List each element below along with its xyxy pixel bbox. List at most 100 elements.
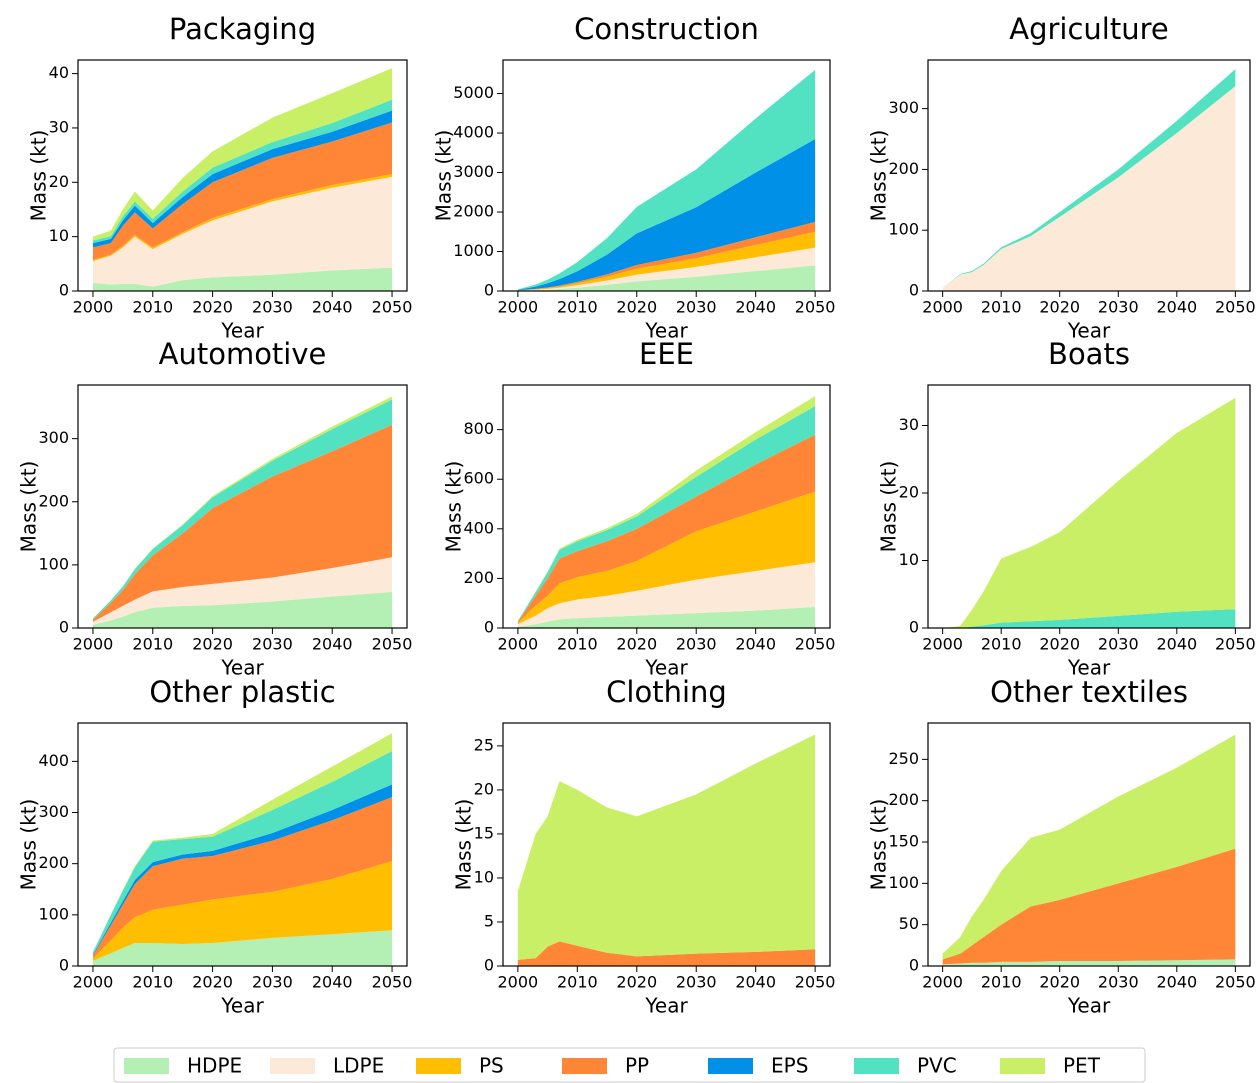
x-axis-label: Year bbox=[1067, 319, 1111, 343]
area bbox=[92, 592, 393, 628]
x-tick-label: 2020 bbox=[1039, 635, 1080, 654]
y-tick-label: 200 bbox=[888, 159, 919, 178]
x-axis-label: Year bbox=[1067, 994, 1111, 1018]
y-tick-label: 25 bbox=[474, 735, 494, 754]
area bbox=[92, 751, 393, 955]
x-tick-label: 2050 bbox=[795, 298, 836, 317]
legend-swatch bbox=[854, 1058, 899, 1074]
x-tick-label: 2000 bbox=[73, 973, 114, 992]
x-tick-label: 2050 bbox=[1215, 635, 1256, 654]
x-tick-label: 2030 bbox=[1098, 635, 1139, 654]
x-axis-label: Year bbox=[220, 656, 264, 680]
area bbox=[92, 99, 393, 244]
y-tick-label: 250 bbox=[888, 749, 919, 768]
y-tick-label: 400 bbox=[38, 751, 69, 770]
x-tick-label: 2010 bbox=[981, 635, 1022, 654]
plot-frame bbox=[77, 384, 408, 629]
x-tick-label: 2040 bbox=[735, 973, 776, 992]
x-tick-label: 2030 bbox=[676, 298, 717, 317]
x-tick-label: 2040 bbox=[312, 298, 353, 317]
x-tick-label: 2010 bbox=[557, 973, 598, 992]
x-axis-label: Year bbox=[220, 319, 264, 343]
area bbox=[92, 424, 393, 622]
area bbox=[92, 176, 393, 287]
y-tick-label: 4000 bbox=[453, 123, 494, 142]
x-tick-label: 2030 bbox=[252, 298, 293, 317]
plot-frame bbox=[927, 59, 1251, 292]
y-axis-label: Mass (kt) bbox=[452, 799, 476, 891]
x-axis-label: Year bbox=[1067, 656, 1111, 680]
x-tick-label: 2000 bbox=[73, 298, 114, 317]
legend-label: PET bbox=[1063, 1054, 1101, 1078]
area bbox=[92, 733, 393, 953]
area bbox=[517, 434, 816, 624]
x-tick-label: 2010 bbox=[981, 298, 1022, 317]
y-axis-label: Mass (kt) bbox=[877, 461, 901, 553]
x-tick-label: 2050 bbox=[1215, 973, 1256, 992]
x-tick-label: 2020 bbox=[616, 635, 657, 654]
y-tick-label: 400 bbox=[463, 518, 494, 537]
x-tick-label: 2000 bbox=[922, 973, 963, 992]
x-tick-label: 2000 bbox=[498, 635, 539, 654]
area bbox=[517, 606, 816, 628]
legend-swatch bbox=[270, 1058, 315, 1074]
x-tick-label: 2040 bbox=[735, 298, 776, 317]
y-tick-label: 100 bbox=[888, 220, 919, 239]
y-tick-label: 2000 bbox=[453, 202, 494, 221]
y-tick-label: 10 bbox=[474, 867, 494, 886]
area bbox=[517, 247, 816, 291]
y-tick-label: 200 bbox=[463, 568, 494, 587]
x-tick-label: 2010 bbox=[981, 973, 1022, 992]
area bbox=[92, 557, 393, 625]
plot-frame bbox=[927, 722, 1251, 967]
area bbox=[517, 396, 816, 622]
x-axis-label: Year bbox=[644, 656, 688, 680]
x-tick-label: 2040 bbox=[312, 973, 353, 992]
y-tick-label: 200 bbox=[888, 790, 919, 809]
y-tick-label: 0 bbox=[484, 618, 494, 637]
x-tick-label: 2010 bbox=[132, 973, 173, 992]
x-tick-label: 2000 bbox=[73, 635, 114, 654]
x-tick-label: 2040 bbox=[1156, 298, 1197, 317]
x-tick-label: 2030 bbox=[1098, 298, 1139, 317]
area bbox=[517, 734, 816, 960]
area bbox=[942, 848, 1236, 965]
chart-title: Other textiles bbox=[990, 675, 1188, 709]
area bbox=[942, 959, 1236, 966]
y-tick-label: 0 bbox=[484, 281, 494, 300]
x-tick-label: 2050 bbox=[372, 298, 413, 317]
legend-label: PS bbox=[479, 1054, 504, 1078]
y-tick-label: 30 bbox=[899, 415, 919, 434]
x-tick-label: 2050 bbox=[372, 635, 413, 654]
area bbox=[517, 138, 816, 291]
area bbox=[92, 399, 393, 620]
y-tick-label: 5 bbox=[484, 911, 494, 930]
legend-swatch bbox=[708, 1058, 753, 1074]
area bbox=[92, 267, 393, 291]
y-tick-label: 0 bbox=[909, 618, 919, 637]
area bbox=[92, 797, 393, 959]
x-tick-label: 2050 bbox=[1215, 298, 1256, 317]
y-tick-label: 200 bbox=[38, 853, 69, 872]
x-tick-label: 2020 bbox=[192, 298, 233, 317]
chart-title: Boats bbox=[1048, 337, 1130, 371]
chart-title: Construction bbox=[574, 12, 759, 46]
x-tick-label: 2020 bbox=[192, 635, 233, 654]
plot-frame bbox=[927, 384, 1251, 629]
y-tick-label: 50 bbox=[899, 914, 919, 933]
plot-frame bbox=[502, 384, 831, 629]
y-tick-label: 100 bbox=[38, 554, 69, 573]
area bbox=[517, 406, 816, 622]
x-tick-label: 2000 bbox=[922, 298, 963, 317]
y-tick-label: 0 bbox=[59, 618, 69, 637]
area bbox=[517, 941, 816, 966]
y-tick-label: 150 bbox=[888, 832, 919, 851]
chart-title: Packaging bbox=[169, 12, 316, 46]
y-tick-label: 100 bbox=[888, 873, 919, 892]
y-axis-label: Mass (kt) bbox=[432, 130, 456, 222]
area bbox=[92, 930, 393, 966]
y-axis-label: Mass (kt) bbox=[867, 130, 891, 222]
x-tick-label: 2050 bbox=[795, 635, 836, 654]
x-tick-label: 2010 bbox=[132, 298, 173, 317]
x-tick-label: 2000 bbox=[498, 973, 539, 992]
